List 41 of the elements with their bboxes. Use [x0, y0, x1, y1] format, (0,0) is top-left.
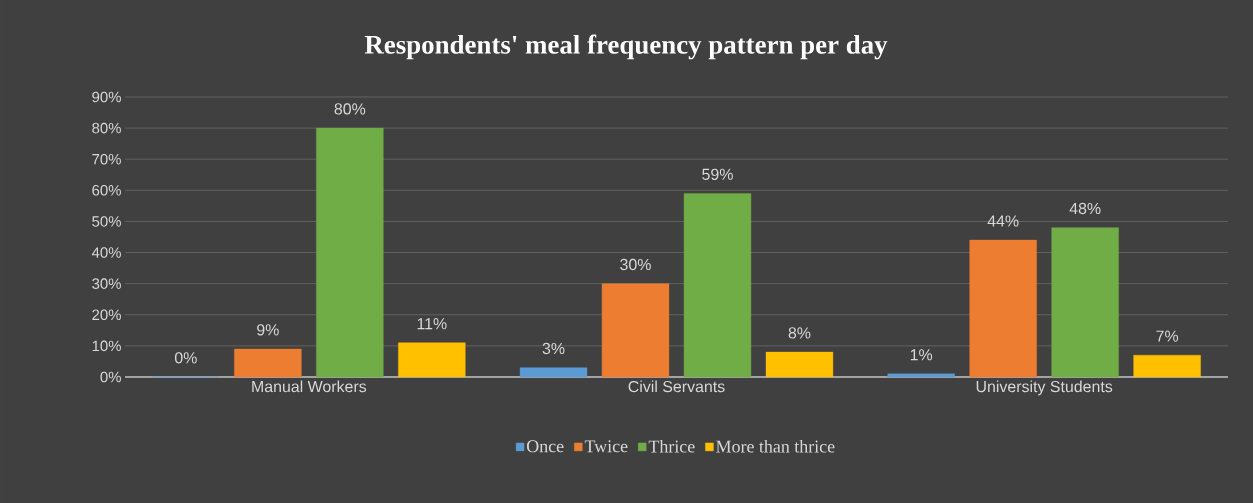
data-label: 30%: [620, 258, 651, 271]
bar: [765, 351, 834, 378]
data-label: 0%: [174, 352, 197, 364]
y-tick-label: 90%: [92, 91, 121, 103]
bar: [969, 239, 1037, 378]
y-tick-label: 80%: [92, 122, 121, 134]
data-label: 1%: [910, 349, 933, 361]
bar: [519, 367, 588, 378]
bar: [1133, 355, 1201, 378]
chart-title: Respondents' meal frequency pattern per day: [364, 34, 888, 60]
data-label: 3%: [542, 342, 565, 355]
y-tick-label: 20%: [92, 309, 121, 321]
x-tick-label: Manual Workers: [252, 380, 367, 393]
data-label: 44%: [987, 215, 1019, 227]
bar: [887, 373, 955, 378]
bar: [398, 342, 466, 378]
y-tick-label: 30%: [92, 278, 121, 289]
data-label: 8%: [788, 327, 811, 339]
bar: [683, 193, 752, 378]
data-label: 11%: [417, 318, 447, 330]
data-label: 7%: [1156, 330, 1179, 342]
data-label: 80%: [334, 103, 366, 115]
legend-label: Thrice: [648, 439, 695, 453]
bar: [1051, 227, 1119, 378]
data-label: 9%: [257, 324, 279, 336]
bar: [601, 283, 670, 378]
y-tick-label: 0%: [100, 371, 121, 383]
legend-label: Once: [527, 440, 564, 453]
y-tick-label: 60%: [92, 185, 121, 196]
data-label: 59%: [702, 168, 733, 180]
bar: [234, 348, 302, 378]
x-tick-label: Civil Servants: [628, 380, 725, 393]
bar: [316, 127, 384, 378]
y-tick-label: 10%: [92, 340, 121, 352]
data-label: 48%: [1069, 202, 1101, 215]
x-tick-label: University Students: [976, 380, 1113, 396]
y-tick-label: 50%: [92, 216, 121, 227]
y-tick-label: 70%: [92, 153, 121, 165]
legend-label: More than thrice: [716, 439, 835, 453]
y-tick-label: 40%: [91, 247, 121, 258]
legend-label: Twice: [584, 440, 628, 453]
